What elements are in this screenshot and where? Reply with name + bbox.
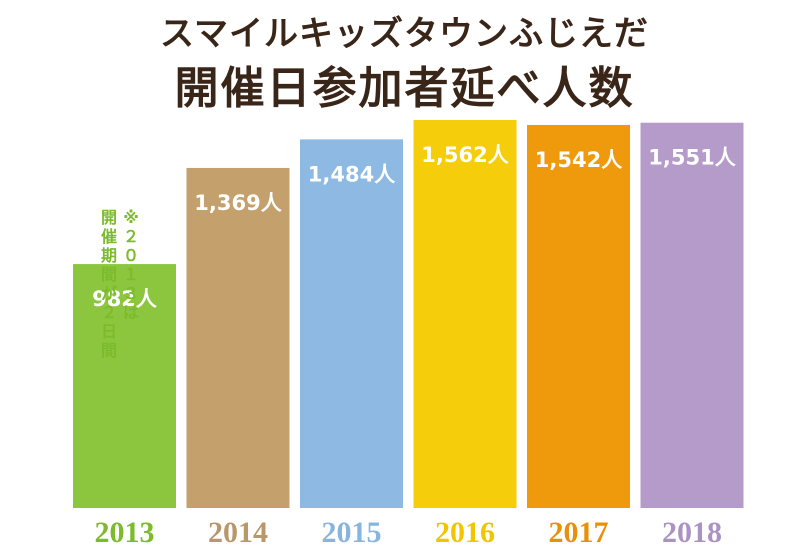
x-tick-label-2014: 2014 xyxy=(208,516,268,549)
chart-title-line-1: スマイルキッズタウンふじえだ xyxy=(160,14,649,54)
bar-2018 xyxy=(640,122,744,508)
bar-2013 xyxy=(73,264,176,508)
data-label-2016: 1,562人 xyxy=(421,143,508,167)
x-tick-label-2017: 2017 xyxy=(549,516,609,549)
x-tick-label-2013: 2013 xyxy=(95,516,155,549)
data-label-2018: 1,551人 xyxy=(648,146,735,170)
data-label-2015: 1,484人 xyxy=(308,162,395,186)
data-label-2013: 982人 xyxy=(92,287,157,311)
bar-2015 xyxy=(300,139,403,508)
bar-2016 xyxy=(413,120,517,508)
x-tick-label-2016: 2016 xyxy=(435,516,495,549)
bar-2017 xyxy=(527,124,630,508)
chart-title-line-2: 開催日参加者延べ人数 xyxy=(174,63,635,114)
x-tick-label-2018: 2018 xyxy=(662,516,722,549)
note-line-2: 開催期間が２日間 xyxy=(100,208,117,360)
data-label-2014: 1,369人 xyxy=(194,191,281,215)
x-tick-label-2015: 2015 xyxy=(322,516,382,549)
bar-2014 xyxy=(186,167,290,508)
data-label-2017: 1,542人 xyxy=(535,148,622,172)
note-line-1: ※２０１３は xyxy=(122,208,139,322)
